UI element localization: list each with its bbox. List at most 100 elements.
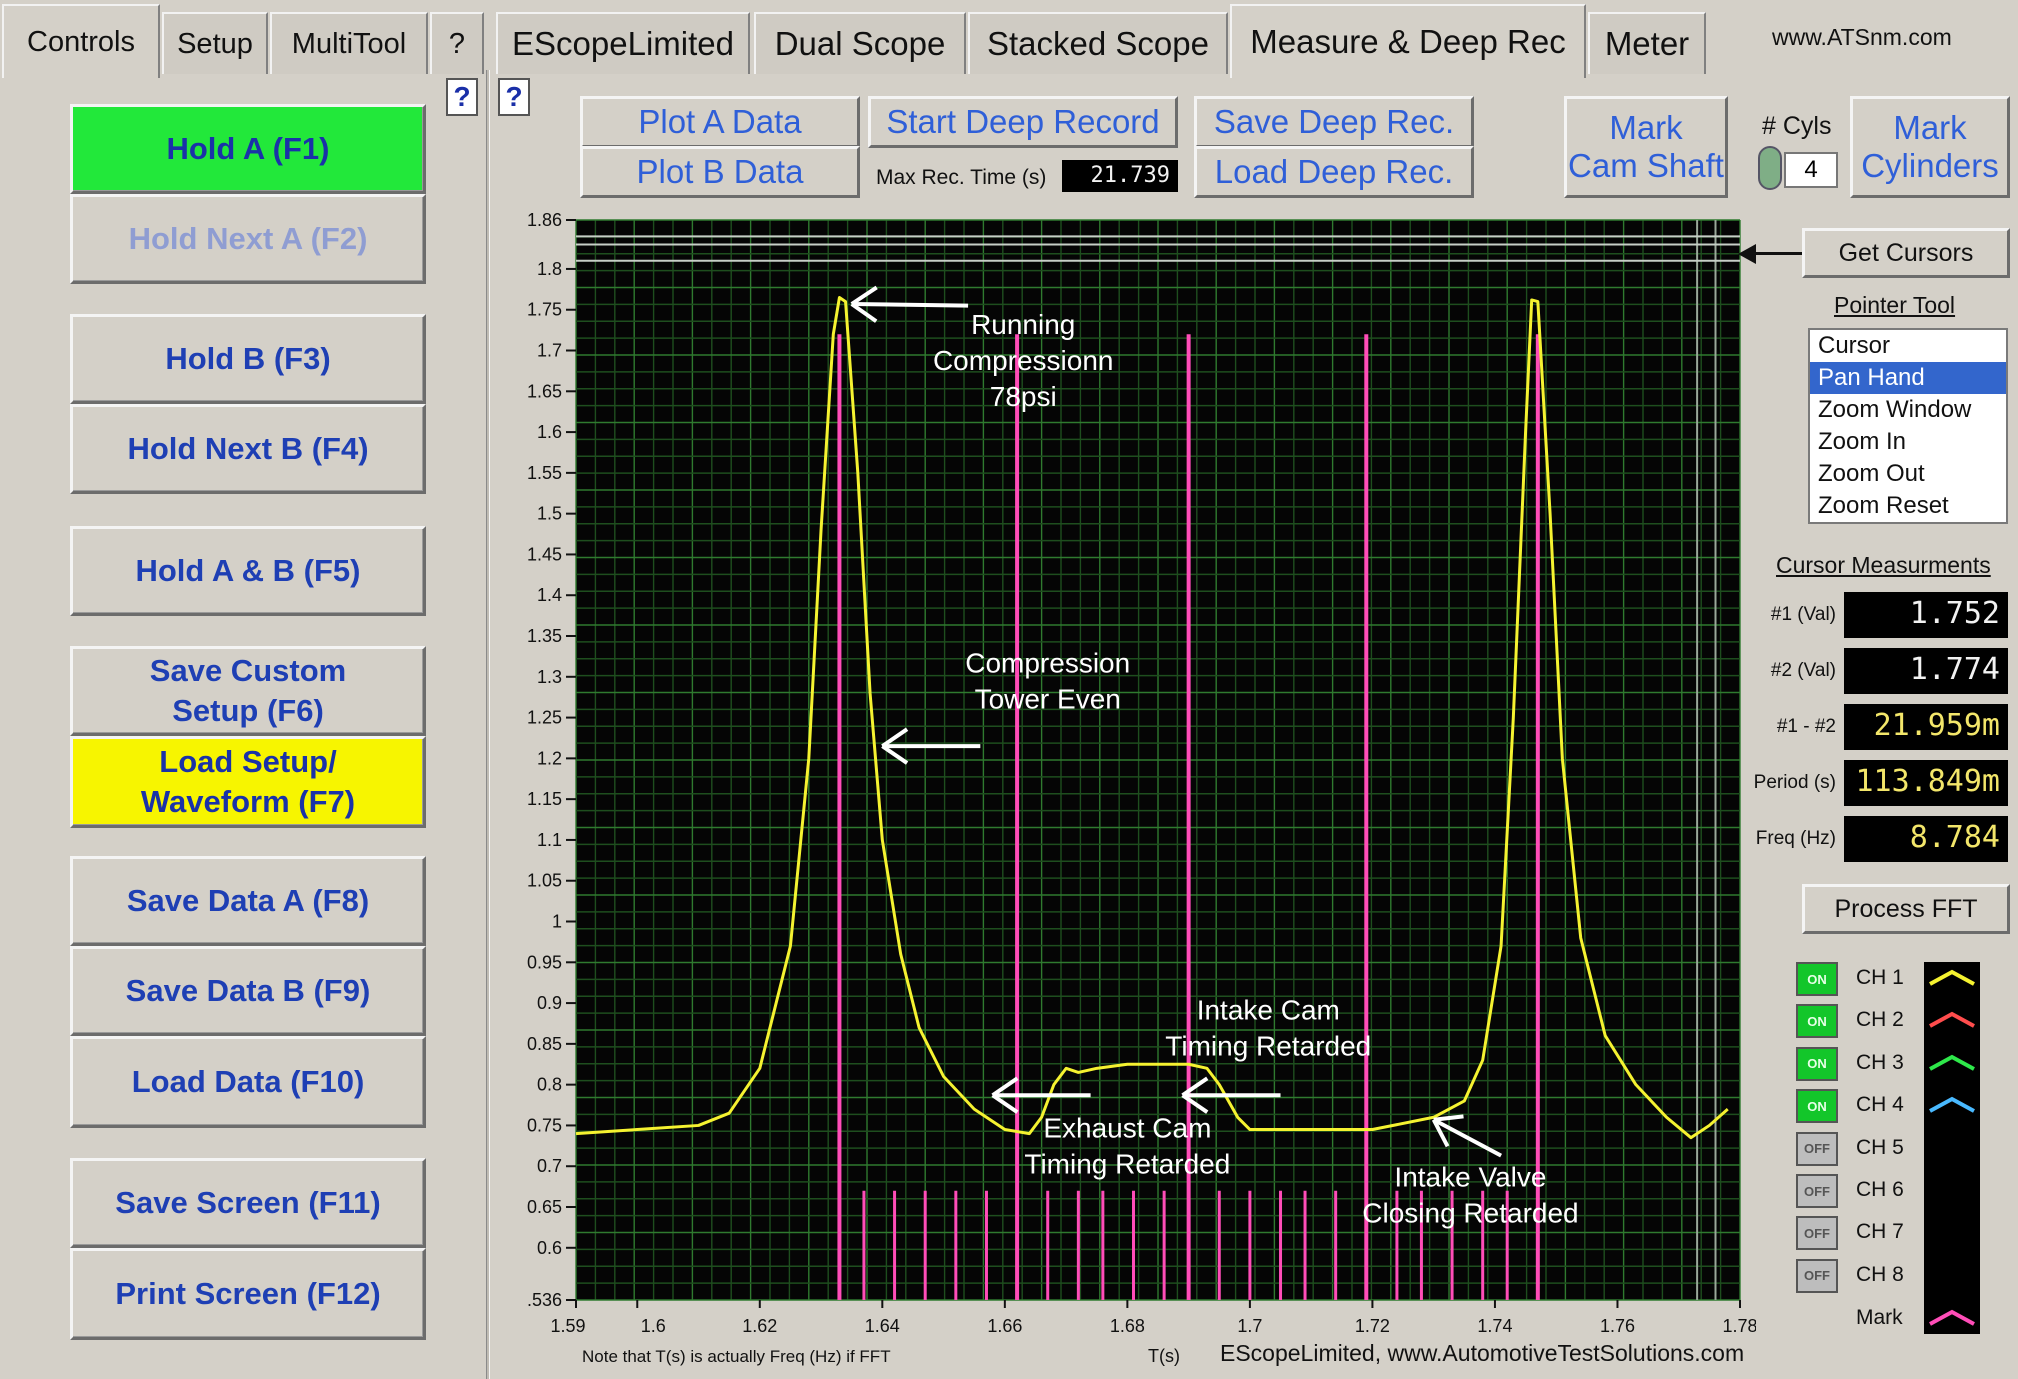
channel-toggle[interactable]: OFF	[1796, 1131, 1838, 1166]
y-tick-label: 1.8	[537, 259, 562, 279]
scope-chart[interactable]: 1.86 1.8 1.75 1.7 1.65 1.6 1.55 1.5 1.45 1.4 1.35 1…	[496, 204, 1756, 1374]
series-line-ch1	[575, 295, 1729, 1140]
x-tick-label: 1.76	[1600, 1316, 1635, 1336]
max-rec-time-value[interactable]: 21.739	[1062, 160, 1178, 192]
annotation-text: Timing Retarded	[1165, 1030, 1371, 1061]
hold-next-b-button[interactable]: Hold Next B (F4)	[70, 404, 426, 494]
x-axis-label: T(s)	[1148, 1346, 1180, 1366]
mark-cam-shaft-button[interactable]: Mark Cam Shaft	[1564, 96, 1728, 198]
cyls-label: # Cyls	[1762, 112, 1832, 140]
pointer-tool-list[interactable]: Cursor Pan Hand Zoom Window Zoom In Zoom Out…	[1808, 328, 2008, 524]
y-tick-label: 0.8	[537, 1075, 562, 1095]
x-tick-label: 1.78	[1722, 1316, 1756, 1336]
mark-lines	[837, 334, 1540, 1300]
annotation-text: Intake Valve	[1394, 1162, 1546, 1193]
channel-name: CH 5	[1856, 1135, 1904, 1159]
y-axis-ticks: 1.86 1.8 1.75 1.7 1.65 1.6 1.55 1.5 1.45 1.4 1.35 1…	[527, 210, 576, 1310]
tab-multitool[interactable]: MultiTool	[270, 12, 428, 74]
x-tick-label: 1.64	[865, 1316, 900, 1336]
mark-cam-line1: Mark	[1609, 109, 1683, 146]
measurement-value: 1.774	[1844, 648, 2008, 694]
mark-cylinders-button[interactable]: Mark Cylinders	[1850, 96, 2010, 198]
panel-divider	[486, 70, 490, 1379]
y-tick-label: 0.6	[537, 1238, 562, 1258]
pointer-item-zoom-in[interactable]: Zoom In	[1818, 428, 1907, 455]
pointer-item-cursor[interactable]: Cursor	[1818, 332, 1891, 359]
channel-row: OFF CH 5	[1796, 1131, 1926, 1168]
y-tick-label: 0.7	[537, 1156, 562, 1176]
save-screen-button[interactable]: Save Screen (F11)	[70, 1158, 426, 1248]
pointer-item-zoom-reset[interactable]: Zoom Reset	[1818, 492, 1949, 519]
channel-color-line	[1929, 1096, 1975, 1113]
y-tick-label: 1.65	[527, 381, 562, 401]
channel-color-swatch	[1929, 1096, 1975, 1113]
tab-setup[interactable]: Setup	[162, 12, 268, 74]
cursor-lines[interactable]	[576, 220, 1740, 1300]
hold-a-button[interactable]: Hold A (F1)	[70, 104, 426, 194]
channel-toggle[interactable]: ON	[1796, 1046, 1838, 1081]
y-tick-label: 1.25	[527, 708, 562, 728]
channel-row: ON CH 2	[1796, 1004, 1926, 1040]
save-data-a-button[interactable]: Save Data A (F8)	[70, 856, 426, 946]
y-tick-label: 1.45	[527, 544, 562, 564]
annotation-text: Closing Retarded	[1362, 1198, 1578, 1229]
tab-meter[interactable]: Meter	[1588, 12, 1706, 74]
load-setup-waveform-button[interactable]: Load Setup/ Waveform (F7)	[70, 736, 426, 828]
hold-next-a-button[interactable]: Hold Next A (F2)	[70, 194, 426, 284]
channel-toggle[interactable]: OFF	[1796, 1216, 1838, 1251]
x-tick-label: 1.59	[550, 1316, 585, 1336]
channel-color-line	[1929, 1054, 1975, 1071]
max-rec-time-label: Max Rec. Time (s)	[876, 166, 1047, 189]
cyls-stepper[interactable]	[1758, 146, 1782, 190]
hold-b-button[interactable]: Hold B (F3)	[70, 314, 426, 404]
annotation-texts: Running Compressionn 78psi Compression Tower…	[933, 309, 1579, 1228]
measurement-label: #1 - #2	[1776, 716, 1836, 737]
pointer-item-zoom-window[interactable]: Zoom Window	[1818, 396, 1972, 423]
tab-stacked-scope[interactable]: Stacked Scope	[968, 12, 1228, 74]
load-data-button[interactable]: Load Data (F10)	[70, 1036, 426, 1128]
tab-escopelimited[interactable]: EScopeLimited	[496, 12, 750, 74]
annotation-text: Tower Even	[975, 684, 1121, 715]
hold-a-b-button[interactable]: Hold A & B (F5)	[70, 526, 426, 616]
mark-legend-label: Mark	[1856, 1306, 1903, 1329]
y-tick-label: 1.3	[537, 667, 562, 687]
load-setup-line1: Load Setup/	[159, 744, 337, 779]
y-tick-label: 1.86	[527, 210, 562, 230]
help-button-right[interactable]: ?	[498, 78, 530, 116]
channel-toggle[interactable]: OFF	[1796, 1174, 1838, 1208]
print-screen-button[interactable]: Print Screen (F12)	[70, 1248, 426, 1340]
channel-toggle[interactable]: ON	[1796, 962, 1838, 996]
load-deep-rec-button[interactable]: Load Deep Rec.	[1194, 146, 1474, 198]
start-deep-record-button[interactable]: Start Deep Record	[868, 96, 1178, 148]
save-deep-rec-button[interactable]: Save Deep Rec.	[1194, 96, 1474, 148]
channel-name: CH 2	[1856, 1008, 1904, 1032]
measurement-label: #2 (Val)	[1770, 660, 1836, 681]
pointer-item-pan-hand[interactable]: Pan Hand	[1810, 362, 2006, 394]
tab-controls[interactable]: Controls	[2, 4, 160, 78]
save-data-b-button[interactable]: Save Data B (F9)	[70, 946, 426, 1036]
channel-toggle[interactable]: ON	[1796, 1004, 1838, 1039]
channel-toggle[interactable]: OFF	[1796, 1258, 1838, 1293]
plot-b-data-button[interactable]: Plot B Data	[580, 146, 860, 198]
save-custom-line1: Save Custom	[149, 653, 347, 688]
tab-help[interactable]: ?	[430, 12, 484, 74]
channel-toggle[interactable]: ON	[1796, 1089, 1838, 1124]
y-tick-label: 0.65	[527, 1197, 562, 1217]
pointer-item-zoom-out[interactable]: Zoom Out	[1818, 460, 1925, 487]
help-button-left[interactable]: ?	[446, 78, 478, 116]
channel-color-swatch	[1929, 1012, 1975, 1029]
annotation-arrows	[850, 285, 1503, 1158]
save-custom-setup-button[interactable]: Save Custom Setup (F6)	[70, 646, 426, 736]
arrow-head	[1181, 1076, 1209, 1097]
channel-row: ON CH 4	[1796, 1089, 1926, 1125]
plot-a-data-button[interactable]: Plot A Data	[580, 96, 860, 148]
measurement-value: 113.849m	[1844, 760, 2008, 806]
channel-name: CH 8	[1856, 1262, 1904, 1286]
tab-measure-deep-rec[interactable]: Measure & Deep Rec	[1230, 4, 1586, 78]
process-fft-button[interactable]: Process FFT	[1802, 884, 2010, 934]
cyls-input[interactable]: 4	[1784, 152, 1838, 188]
get-cursors-button[interactable]: Get Cursors	[1802, 228, 2010, 278]
arrow-head	[991, 1093, 1019, 1114]
arrow-head	[1181, 1093, 1209, 1114]
tab-dual-scope[interactable]: Dual Scope	[754, 12, 966, 74]
